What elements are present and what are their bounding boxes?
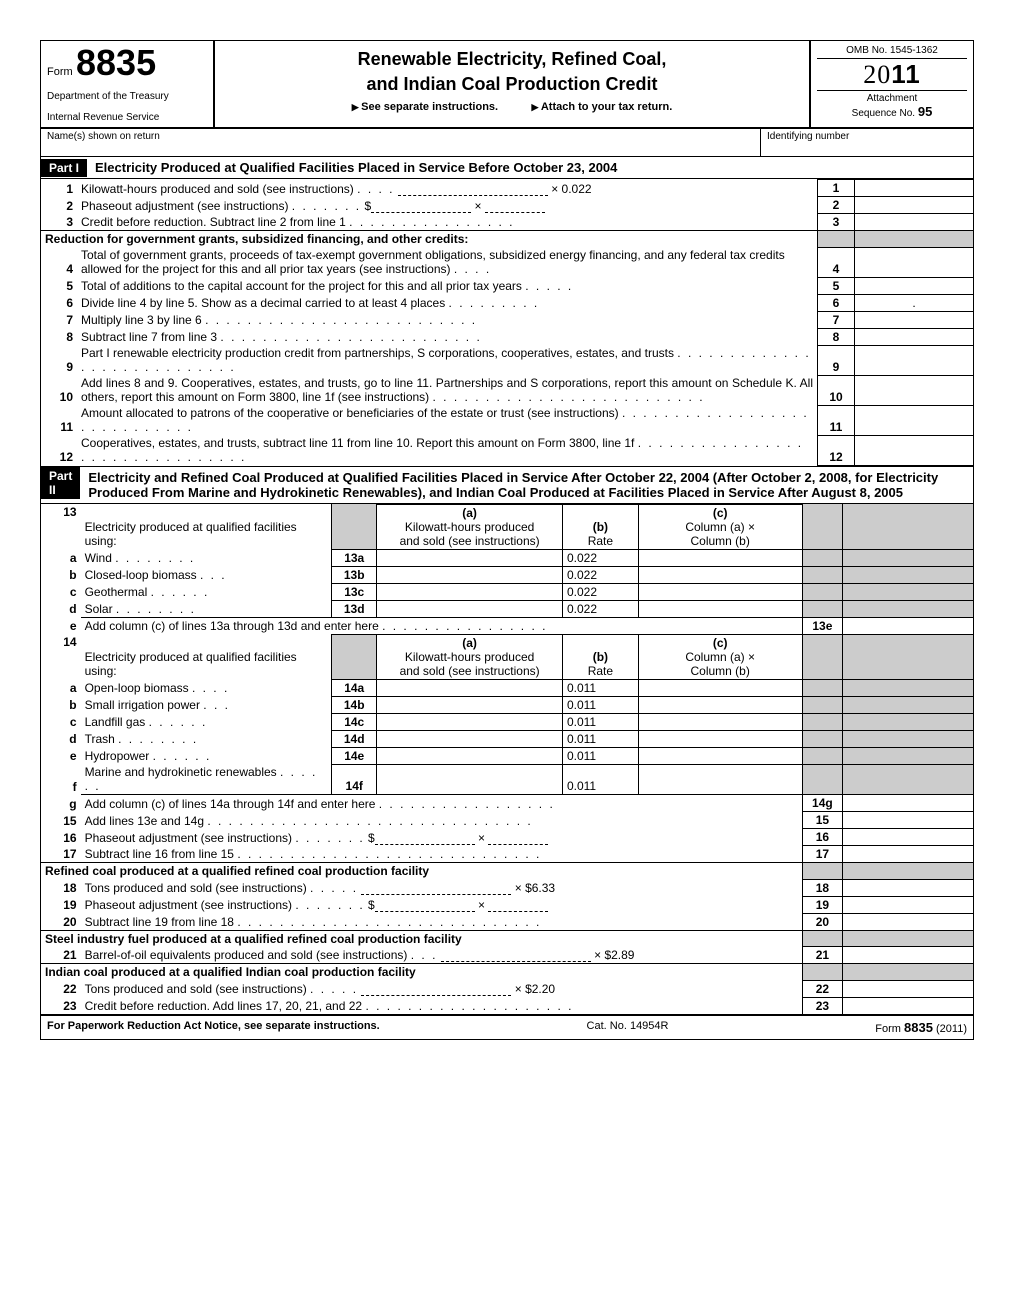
header-center: Renewable Electricity, Refined Coal, and…: [215, 41, 811, 127]
header-right: OMB No. 1545-1362 2011 Attachment Sequen…: [811, 41, 973, 127]
year-prefix: 20: [863, 60, 891, 89]
dept: Department of the Treasury: [47, 91, 207, 102]
form-footer: For Paperwork Reduction Act Notice, see …: [41, 1014, 973, 1039]
footer-form: Form 8835 (2011): [875, 1020, 967, 1035]
names-label[interactable]: Name(s) shown on return: [41, 129, 760, 156]
part2-header: Part II Electricity and Refined Coal Pro…: [41, 466, 973, 504]
pra-notice: For Paperwork Reduction Act Notice, see …: [47, 1020, 380, 1035]
part2-title: Electricity and Refined Coal Produced at…: [88, 467, 973, 503]
form-page: Form 8835 Department of the Treasury Int…: [40, 40, 974, 1040]
header-left: Form 8835 Department of the Treasury Int…: [41, 41, 215, 127]
part1-table: 1Kilowatt-hours produced and sold (see i…: [41, 179, 973, 466]
id-label[interactable]: Identifying number: [760, 129, 973, 156]
part2-table: 13 Electricity produced at qualified fac…: [41, 504, 973, 1014]
names-row: Name(s) shown on return Identifying numb…: [41, 129, 973, 157]
part1-title: Electricity Produced at Qualified Facili…: [95, 157, 617, 178]
title-line1: Renewable Electricity, Refined Coal,: [221, 49, 803, 70]
part2-tag: Part II: [41, 467, 80, 499]
title-line2: and Indian Coal Production Credit: [221, 74, 803, 95]
form-number: 8835: [76, 45, 156, 81]
omb: OMB No. 1545-1362: [817, 45, 967, 59]
catalog-number: Cat. No. 14954R: [587, 1020, 669, 1035]
reduction-heading: Reduction for government grants, subsidi…: [41, 231, 818, 248]
tax-year: 2011: [817, 59, 967, 90]
irs: Internal Revenue Service: [47, 112, 207, 123]
see-instructions: See separate instructions.: [352, 101, 498, 113]
attach-note: Attach to your tax return.: [531, 101, 672, 113]
part1-header: Part I Electricity Produced at Qualified…: [41, 157, 973, 179]
form-label: Form: [47, 66, 73, 78]
attachment-label: Attachment Sequence No. 95: [817, 90, 967, 119]
form-header: Form 8835 Department of the Treasury Int…: [41, 41, 973, 129]
part1-tag: Part I: [41, 159, 87, 177]
year-suffix: 11: [891, 59, 921, 89]
